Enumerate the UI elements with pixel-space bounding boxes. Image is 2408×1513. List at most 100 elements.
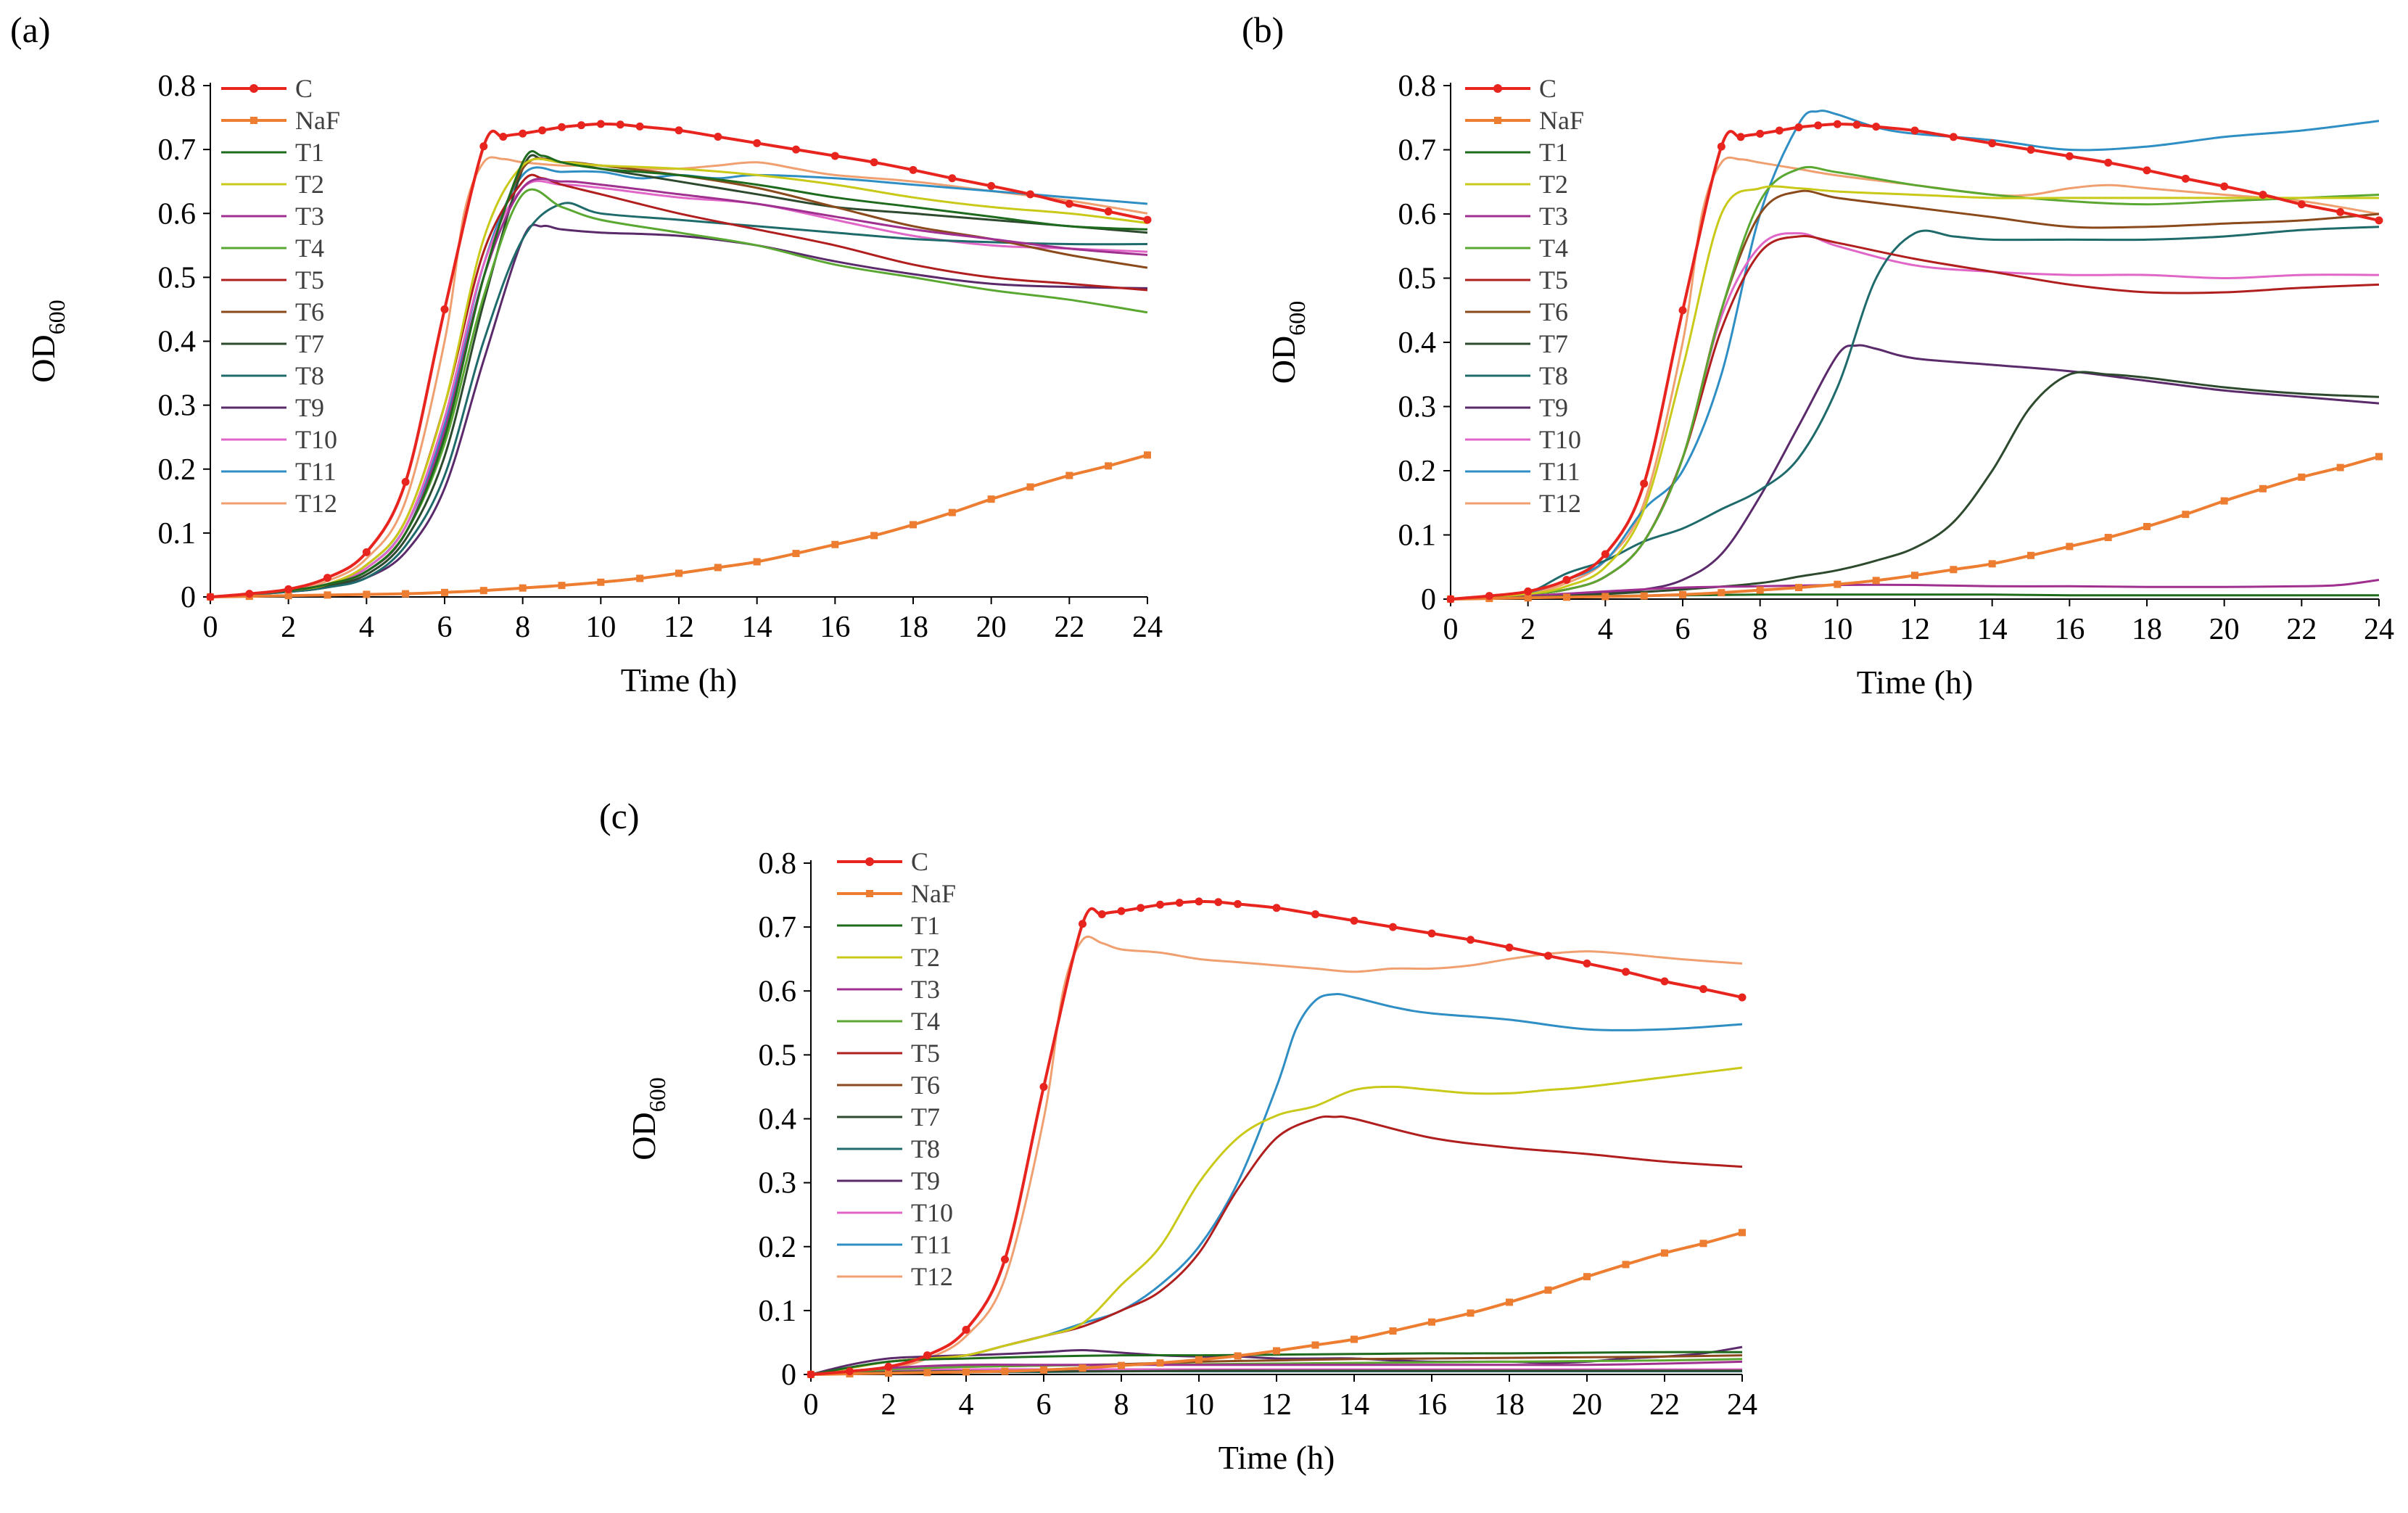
y-tick-label: 0.5	[1398, 263, 1437, 296]
data-point-naf	[2298, 473, 2306, 481]
y-tick-label: 0.2	[759, 1231, 797, 1264]
data-point-naf	[1911, 572, 1918, 580]
data-point-naf	[714, 564, 722, 572]
y-axis-title-subscript: 600	[44, 300, 70, 334]
data-point-c	[1446, 595, 1455, 603]
legend-label: T1	[911, 911, 940, 940]
data-point-naf	[753, 558, 761, 566]
data-point-naf	[1467, 1309, 1475, 1317]
legend-item-t3: T3	[837, 975, 940, 1004]
data-point-naf	[1640, 592, 1648, 600]
data-point-c	[870, 158, 878, 167]
x-tick-label: 22	[2286, 613, 2317, 646]
legend-item-t2: T2	[1465, 170, 1568, 199]
legend-item-naf: NaF	[221, 106, 340, 135]
legend-marker	[1493, 84, 1502, 93]
x-tick-label: 10	[1822, 613, 1852, 646]
data-point-c	[1544, 952, 1552, 960]
legend-label: T5	[911, 1039, 940, 1068]
x-tick-label: 22	[1649, 1388, 1680, 1422]
x-tick-label: 24	[1727, 1388, 1757, 1422]
y-tick-label: 0	[1421, 583, 1436, 617]
chart-panel-a: (a)00.10.20.30.40.50.60.70.80 2 4 6 8 10 12 14 1…	[10, 9, 1163, 698]
data-point-c	[1622, 968, 1630, 976]
y-tick-label: 0.8	[1398, 70, 1437, 103]
legend-item-t5: T5	[221, 265, 324, 294]
legend-item-t1: T1	[837, 911, 940, 940]
data-point-c	[792, 145, 800, 154]
legend-item-t9: T9	[837, 1166, 940, 1195]
y-axis-title: OD600	[25, 300, 70, 382]
data-point-c	[1852, 120, 1861, 129]
legend-label: T4	[911, 1007, 940, 1036]
data-point-naf	[1389, 1327, 1397, 1335]
legend-item-t6: T6	[1465, 297, 1568, 326]
data-point-naf	[1950, 566, 1958, 574]
x-tick-label: 24	[1132, 611, 1163, 644]
x-tick-label: 2	[281, 611, 296, 644]
data-point-c	[1143, 215, 1152, 224]
data-point-c	[1117, 907, 1126, 915]
data-point-c	[245, 590, 254, 598]
y-tick-label: 0.5	[158, 261, 197, 294]
data-point-c	[1794, 123, 1803, 132]
data-point-naf	[1563, 593, 1570, 601]
x-tick-label: 14	[1339, 1388, 1369, 1422]
data-point-c	[1195, 897, 1203, 906]
data-point-naf	[1311, 1341, 1319, 1349]
legend-label: T11	[1539, 457, 1580, 486]
data-point-c	[1736, 133, 1745, 141]
data-point-c	[1467, 936, 1475, 944]
data-point-naf	[636, 574, 644, 582]
data-point-naf	[363, 590, 371, 598]
legend-label: T11	[911, 1230, 952, 1259]
legend-item-t7: T7	[837, 1102, 940, 1131]
legend-label: T7	[911, 1102, 940, 1131]
data-point-c	[830, 152, 839, 160]
data-point-c	[577, 121, 585, 130]
data-point-c	[1601, 550, 1609, 558]
x-axis-title: Time (h)	[1219, 1439, 1335, 1476]
data-point-c	[1699, 985, 1707, 994]
series-line-t10	[1450, 232, 2380, 601]
data-point-c	[1872, 123, 1881, 131]
data-point-c	[1097, 910, 1106, 918]
y-tick-label: 0.2	[1398, 455, 1437, 488]
data-point-naf	[870, 532, 878, 540]
legend-item-t3: T3	[221, 202, 324, 231]
series-line-t3	[1450, 579, 2380, 601]
series-line-t12	[1450, 156, 2380, 601]
legend-label: T4	[1539, 234, 1568, 263]
legend-label: T2	[1539, 170, 1568, 199]
series-line-t7	[210, 154, 1148, 598]
series-line-t6	[1450, 189, 2380, 601]
x-tick-label: 4	[359, 611, 374, 644]
legend-item-c: C	[1465, 74, 1556, 103]
y-tick-label: 0.1	[1398, 519, 1437, 553]
legend-item-t3: T3	[1465, 202, 1568, 231]
data-point-c	[2143, 166, 2151, 175]
data-point-c	[1949, 133, 1958, 141]
data-point-naf	[597, 578, 605, 586]
legend-item-t8: T8	[1465, 361, 1568, 390]
data-point-c	[1079, 920, 1087, 928]
x-tick-label: 0	[1443, 613, 1459, 646]
data-point-c	[1775, 126, 1784, 135]
data-point-naf	[1079, 1364, 1087, 1372]
data-point-c	[440, 305, 449, 313]
x-tick-label: 2	[881, 1388, 896, 1422]
data-point-c	[923, 1351, 931, 1360]
legend-label: T2	[295, 170, 324, 199]
legend-item-t6: T6	[221, 297, 324, 326]
data-point-naf	[1872, 577, 1880, 585]
legend-label: T5	[295, 265, 324, 294]
data-point-c	[1717, 142, 1725, 151]
x-tick-label: 10	[585, 611, 616, 644]
data-point-c	[1756, 129, 1765, 138]
data-point-c	[2026, 146, 2035, 154]
data-point-naf	[558, 582, 566, 590]
legend-item-t8: T8	[837, 1134, 940, 1163]
data-point-c	[1562, 575, 1571, 584]
y-axis-title: OD600	[625, 1077, 670, 1160]
data-point-naf	[1756, 586, 1764, 594]
